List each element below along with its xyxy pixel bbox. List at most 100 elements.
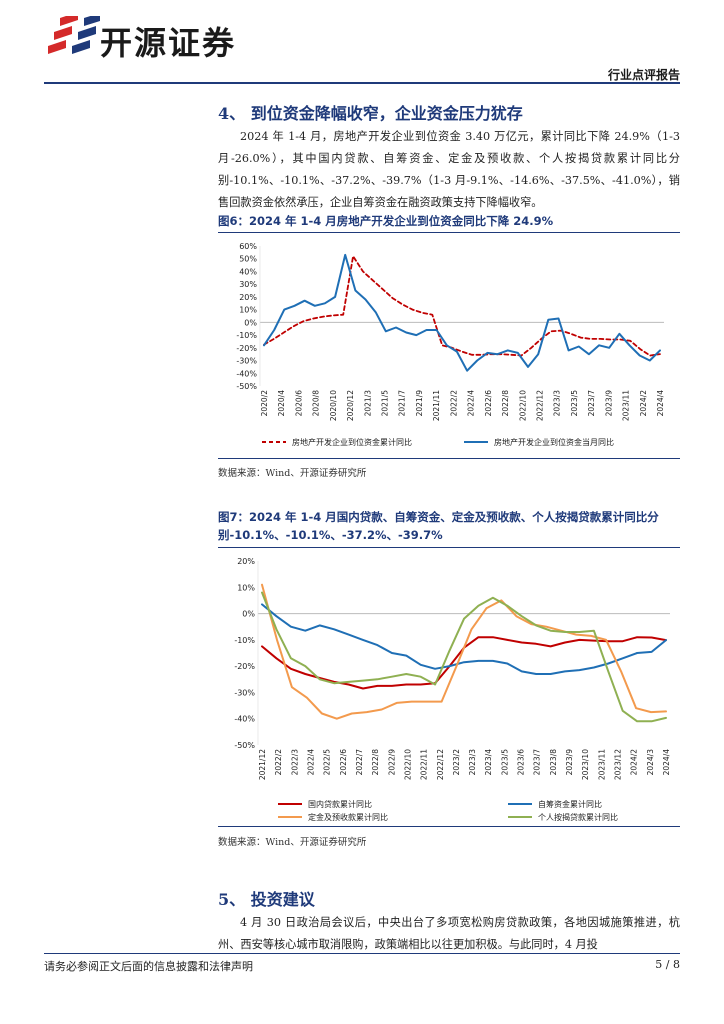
y-tick-label: 60% — [239, 242, 257, 251]
legend-label-1: 国内贷款累计同比 — [308, 799, 372, 809]
x-tick-label: 2023/9 — [565, 749, 574, 776]
series-line-2 — [263, 253, 661, 372]
y-tick-label: -30% — [236, 357, 257, 366]
x-tick-label: 2022/6 — [339, 749, 348, 776]
legend-label-1: 房地产开发企业到位资金累计同比 — [292, 437, 412, 447]
x-tick-label: 2024/3 — [646, 749, 655, 776]
figure-7-bottom-divider — [218, 826, 680, 827]
x-tick-label: 2022/6 — [484, 390, 493, 417]
x-tick-label: 2023/7 — [587, 390, 596, 417]
x-tick-label: 2022/5 — [323, 749, 332, 776]
x-tick-label: 2024/4 — [662, 749, 671, 776]
y-tick-label: 50% — [239, 255, 257, 264]
y-tick-label: -20% — [234, 662, 255, 671]
x-tick-label: 2023/7 — [533, 749, 542, 776]
y-tick-label: -50% — [234, 741, 255, 750]
figure-7-source: 数据来源：Wind、开源证券研究所 — [218, 837, 367, 848]
x-tick-label: 2021/12 — [258, 749, 267, 780]
company-logo — [48, 16, 100, 54]
x-tick-label: 2021/11 — [432, 390, 441, 421]
x-tick-label: 2023/5 — [570, 390, 579, 417]
x-tick-label: 2023/4 — [484, 749, 493, 776]
x-tick-label: 2023/12 — [614, 749, 623, 780]
section-5-title: 5、 投资建议 — [218, 890, 315, 909]
x-tick-label: 2023/3 — [553, 390, 562, 417]
page-number: 5 / 8 — [655, 958, 680, 971]
x-tick-label: 2022/7 — [355, 749, 364, 776]
x-tick-label: 2024/2 — [639, 390, 648, 417]
x-tick-label: 2023/3 — [468, 749, 477, 776]
x-tick-label: 2022/2 — [274, 749, 283, 776]
x-tick-label: 2022/4 — [467, 390, 476, 417]
x-tick-label: 2022/2 — [449, 390, 458, 417]
x-tick-label: 2021/7 — [398, 390, 407, 417]
y-tick-label: 40% — [239, 267, 257, 276]
x-tick-label: 2024/4 — [656, 390, 665, 417]
x-tick-label: 2021/9 — [415, 390, 424, 417]
series-line-3 — [261, 583, 667, 720]
report-type: 行业点评报告 — [607, 68, 680, 82]
section-4-paragraph: 2024 年 1-4 月，房地产开发企业到位资金 3.40 万亿元，累计同比下降… — [218, 126, 680, 214]
section-4-text: 2024 年 1-4 月，房地产开发企业到位资金 3.40 万亿元，累计同比下降… — [218, 130, 680, 209]
x-tick-label: 2020/8 — [312, 390, 321, 417]
figure-6-title: 图6：2024 年 1-4 月房地产开发企业到位资金同比下降 24.9% — [218, 214, 554, 228]
y-tick-label: -10% — [236, 331, 257, 340]
figure-6-divider — [218, 232, 680, 233]
x-tick-label: 2020/10 — [329, 390, 338, 421]
x-tick-label: 2022/10 — [518, 390, 527, 421]
y-tick-label: 0% — [244, 318, 257, 327]
y-tick-label: -10% — [234, 636, 255, 645]
y-tick-label: -30% — [234, 688, 255, 697]
x-tick-label: 2022/3 — [290, 749, 299, 776]
y-tick-label: 10% — [239, 306, 257, 315]
y-tick-label: 20% — [239, 293, 257, 302]
figure-7-chart: 20% 10% 0% -10% -20% -30% -40% -50%2021/12 2022/… — [234, 557, 671, 822]
y-tick-label: 30% — [239, 280, 257, 289]
x-tick-label: 2023/11 — [622, 390, 631, 421]
y-tick-label: 20% — [237, 557, 255, 566]
x-tick-label: 2023/6 — [517, 749, 526, 776]
x-tick-label: 2020/12 — [346, 390, 355, 421]
y-tick-label: 10% — [237, 583, 255, 592]
y-tick-label: 0% — [242, 610, 255, 619]
x-tick-label: 2022/11 — [420, 749, 429, 780]
x-tick-label: 2022/12 — [436, 749, 445, 780]
series-line-1 — [263, 255, 661, 357]
y-tick-label: -20% — [236, 344, 257, 353]
x-tick-label: 2023/10 — [581, 749, 590, 780]
y-tick-label: -50% — [236, 382, 257, 391]
footer-disclaimer: 请务必参阅正文后面的信息披露和法律声明 — [44, 960, 253, 973]
x-tick-label: 2023/8 — [549, 749, 558, 776]
figure-6-chart: 60% 50% 40% 30% 20% 10% 0% -10% -20% -30% -40% -50%… — [236, 242, 665, 447]
x-tick-label: 2021/5 — [381, 390, 390, 417]
legend-label-4: 个人按揭贷款累计同比 — [538, 812, 618, 822]
x-tick-label: 2022/12 — [535, 390, 544, 421]
x-tick-label: 2020/2 — [260, 390, 269, 417]
legend-label-2: 房地产开发企业到位资金当月同比 — [494, 437, 614, 447]
section-4-title: 4、 到位资金降幅收窄，企业资金压力犹存 — [218, 104, 523, 123]
x-tick-label: 2021/3 — [363, 390, 372, 417]
legend-label-2: 自筹资金累计同比 — [538, 799, 602, 809]
company-name: 开源证券 — [100, 24, 237, 62]
x-tick-label: 2022/8 — [501, 390, 510, 417]
x-tick-label: 2024/2 — [630, 749, 639, 776]
figure-6-source: 数据来源：Wind、开源证券研究所 — [218, 468, 367, 479]
x-tick-label: 2022/10 — [403, 749, 412, 780]
header-divider — [44, 82, 680, 84]
x-tick-label: 2020/6 — [294, 390, 303, 417]
x-tick-label: 2020/4 — [277, 390, 286, 417]
figure-6-bottom-divider — [218, 458, 680, 459]
footer-divider — [44, 953, 680, 954]
figure-7-divider — [218, 547, 680, 548]
x-tick-label: 2022/4 — [306, 749, 315, 776]
y-tick-label: -40% — [234, 715, 255, 724]
legend-label-3: 定金及预收款累计同比 — [308, 812, 388, 822]
x-tick-label: 2023/11 — [597, 749, 606, 780]
x-tick-label: 2022/9 — [387, 749, 396, 776]
section-5-paragraph: 4 月 30 日政治局会议后，中央出台了多项宽松购房贷款政策，各地因城施策推进，… — [218, 912, 680, 956]
section-5-text: 4 月 30 日政治局会议后，中央出台了多项宽松购房贷款政策，各地因城施策推进，… — [218, 916, 680, 951]
x-tick-label: 2023/5 — [500, 749, 509, 776]
x-tick-label: 2023/9 — [604, 390, 613, 417]
series-line-2 — [261, 603, 667, 675]
series-line-4 — [261, 591, 667, 723]
